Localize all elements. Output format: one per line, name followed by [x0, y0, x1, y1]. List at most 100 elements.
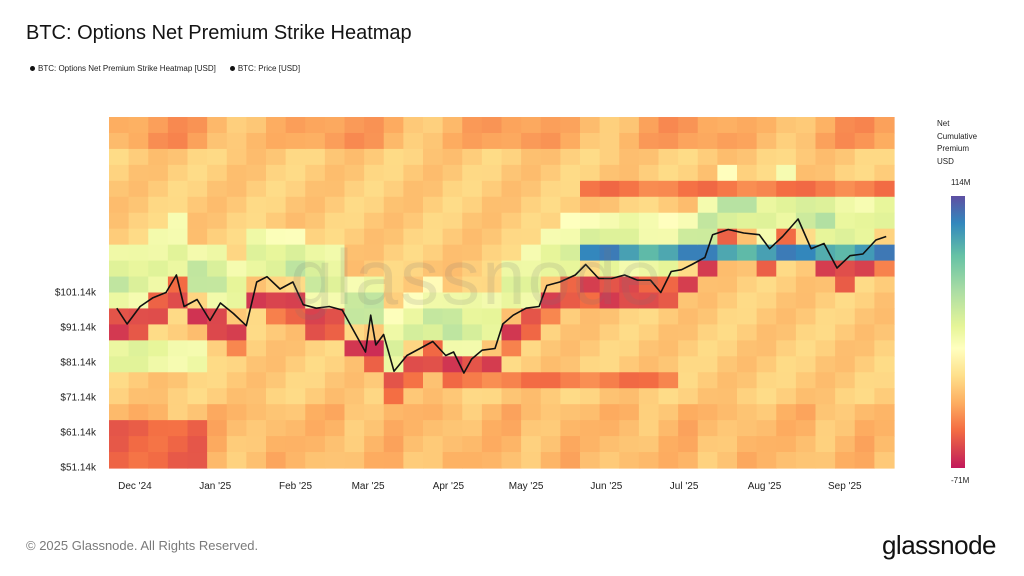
heatmap-cell [580, 117, 601, 134]
heatmap-cell [266, 196, 287, 214]
heatmap-cell [266, 164, 287, 182]
heatmap-cell [756, 404, 777, 421]
heatmap-cell [423, 420, 444, 437]
heatmap-cell [305, 148, 326, 166]
heatmap-cell [717, 292, 738, 310]
heatmap-cell [697, 117, 718, 134]
heatmap-cell [167, 164, 189, 182]
heatmap-cell [815, 308, 836, 325]
heatmap-cell [148, 340, 169, 357]
heatmap-cell [462, 404, 483, 421]
heatmap-cell [266, 148, 287, 166]
heatmap-cell [403, 148, 424, 166]
heatmap-cell [383, 436, 404, 453]
heatmap-cell [481, 436, 503, 453]
heatmap-cell [462, 420, 483, 437]
heatmap-cell [226, 260, 247, 278]
heatmap-cell [481, 324, 503, 341]
heatmap-cell [638, 180, 660, 198]
heatmap-cell [835, 404, 856, 421]
heatmap-cell [403, 356, 424, 373]
heatmap-cell [697, 404, 718, 421]
heatmap-cell [226, 404, 247, 421]
heatmap-cell [678, 436, 699, 453]
heatmap-cell [560, 292, 581, 310]
heatmap-cell [717, 148, 738, 166]
legend-item-heatmap[interactable]: BTC: Options Net Premium Strike Heatmap … [30, 64, 216, 73]
heatmap-cell [580, 148, 601, 166]
heatmap-cell [717, 308, 738, 325]
heatmap-cell [148, 292, 169, 310]
heatmap-cell [344, 276, 365, 294]
heatmap-cell [246, 340, 267, 357]
heatmap-cell [109, 164, 130, 182]
heatmap-cell [305, 452, 326, 469]
heatmap-cell [364, 196, 385, 214]
heatmap-cell [324, 308, 346, 325]
heatmap-cell [874, 388, 895, 405]
heatmap-cell [305, 196, 326, 214]
heatmap-cell [619, 436, 640, 453]
heatmap-cell [756, 356, 777, 373]
heatmap-cell [717, 180, 738, 198]
brand-logo: glassnode [881, 530, 997, 560]
heatmap-cell [383, 388, 404, 405]
colorbar-title: Net Cumulative Premium USD [937, 118, 997, 168]
heatmap-cell [580, 356, 601, 373]
heatmap-cell [364, 148, 385, 166]
heatmap-cell [854, 196, 875, 214]
heatmap-cell [187, 372, 208, 389]
heatmap-cell [305, 308, 326, 325]
legend-item-price[interactable]: BTC: Price [USD] [229, 64, 300, 73]
heatmap-cell [109, 340, 130, 357]
heatmap-cell [109, 180, 130, 198]
colorbar-min-label: -71M [951, 476, 970, 485]
heatmap-cell [599, 148, 620, 166]
heatmap-cell [756, 452, 777, 469]
heatmap-cell [874, 356, 895, 373]
heatmap-cell [560, 164, 581, 182]
heatmap-cell [423, 117, 444, 134]
y-tick-label: $71.14k [60, 393, 97, 404]
heatmap-cell [403, 308, 424, 325]
heatmap-cell [815, 356, 836, 373]
heatmap-cell [835, 324, 856, 341]
heatmap-cell [874, 340, 895, 357]
heatmap-cell [187, 356, 208, 373]
heatmap-cell [187, 388, 208, 405]
heatmap-cell [638, 356, 660, 373]
heatmap-cell [403, 276, 424, 294]
heatmap-cell [737, 452, 758, 469]
heatmap-cell [521, 340, 542, 357]
heatmap-cell [501, 340, 522, 357]
heatmap-cell [835, 452, 856, 469]
heatmap-cell [285, 180, 306, 198]
heatmap-cell [442, 228, 463, 246]
heatmap-cell [560, 260, 581, 278]
heatmap-cell [462, 324, 483, 341]
heatmap-cell [697, 148, 718, 166]
heatmap-cell [462, 244, 483, 262]
heatmap-cell [324, 117, 346, 134]
heatmap-cell [383, 452, 404, 469]
heatmap-cell [521, 292, 542, 310]
heatmap-cell [128, 148, 149, 166]
heatmap-cell [521, 420, 542, 437]
heatmap-cell [285, 372, 306, 389]
heatmap-cell [305, 420, 326, 437]
heatmap-cell [285, 292, 306, 310]
colorbar-title-line: Premium [937, 144, 970, 153]
heatmap-cell [521, 452, 542, 469]
heatmap-cell [521, 308, 542, 325]
heatmap-cell [305, 260, 326, 278]
heatmap-cell [697, 196, 718, 214]
heatmap-cell [364, 388, 385, 405]
heatmap-cell [521, 117, 542, 134]
heatmap-cell [717, 260, 738, 278]
heatmap-cell [226, 228, 247, 246]
heatmap-cell [226, 388, 247, 405]
heatmap-cell [187, 308, 208, 325]
heatmap-cell [638, 212, 660, 230]
heatmap-cell [560, 148, 581, 166]
heatmap-cell [167, 196, 189, 214]
